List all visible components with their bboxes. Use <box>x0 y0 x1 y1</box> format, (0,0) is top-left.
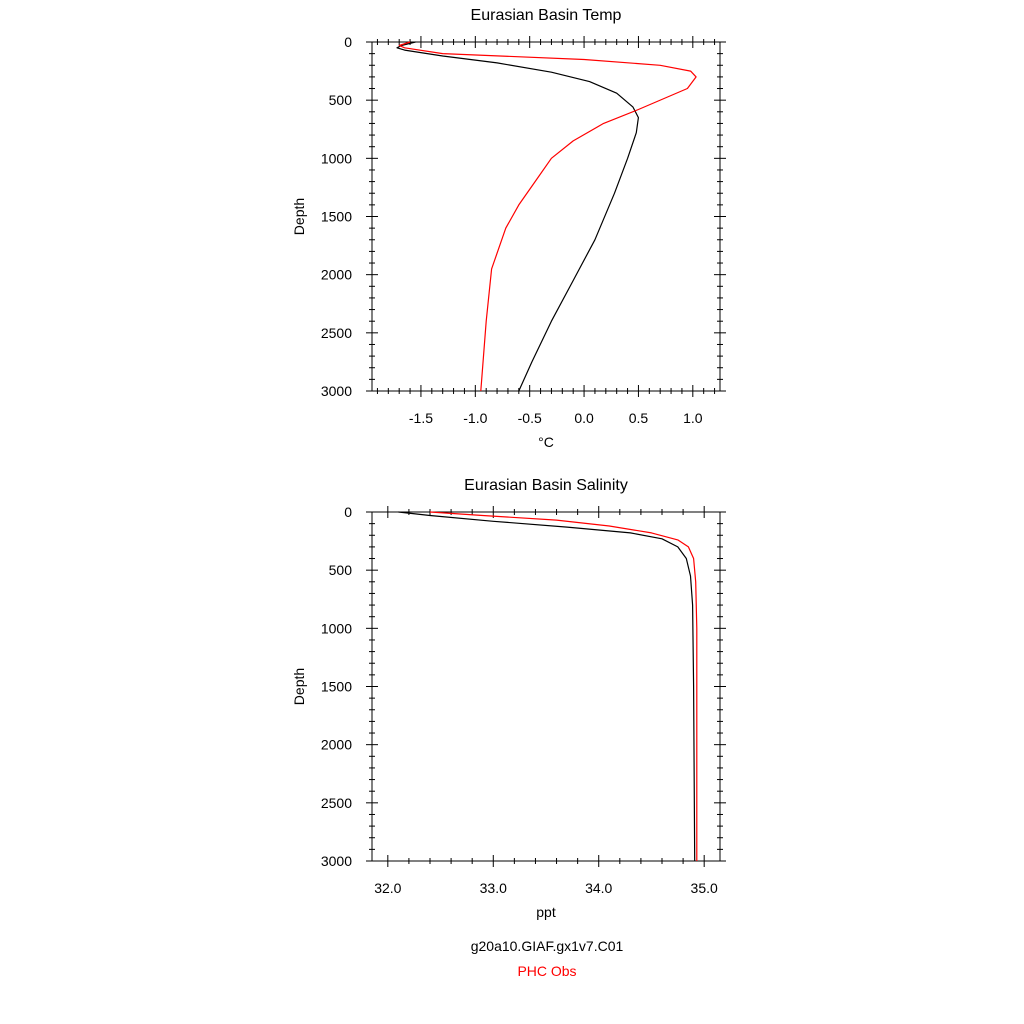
y-tick-label: 3000 <box>321 383 352 399</box>
x-tick-label: 33.0 <box>480 880 507 896</box>
y-tick-label: 1000 <box>321 620 352 636</box>
y-axis-label: Depth <box>291 198 307 235</box>
y-tick-label: 2500 <box>321 795 352 811</box>
x-tick-label: 1.0 <box>683 410 703 426</box>
y-tick-label: 0 <box>344 34 352 50</box>
x-axis-label: °C <box>538 434 554 450</box>
legend: g20a10.GIAF.gx1v7.C01 PHC Obs <box>471 938 624 979</box>
series-line-model <box>398 511 696 862</box>
salinity-panel: Eurasian Basin Salinity 0 500 1000 1500 2000 2… <box>291 477 726 920</box>
y-tick-label: 1000 <box>321 150 352 166</box>
y-tick-label: 1500 <box>321 679 352 695</box>
x-tick-label: 0.5 <box>629 410 649 426</box>
x-tick-label: 34.0 <box>585 880 612 896</box>
x-tick-label: -1.0 <box>463 410 487 426</box>
y-tick-label: 2000 <box>321 737 352 753</box>
plot-frame <box>371 511 721 862</box>
series-line-obs <box>429 511 698 861</box>
plot-frame <box>371 41 721 392</box>
y-tick-label: 2500 <box>321 325 352 341</box>
x-tick-label: 32.0 <box>374 880 401 896</box>
y-tick-label: 500 <box>329 92 353 108</box>
y-tick-label: 3000 <box>321 853 352 869</box>
y-tick-label: 1500 <box>321 209 352 225</box>
x-tick-label: -1.5 <box>409 410 433 426</box>
legend-entry-obs: PHC Obs <box>517 963 576 979</box>
chart-title: Eurasian Basin Salinity <box>464 477 628 494</box>
y-tick-label: 500 <box>329 562 353 578</box>
chart-title: Eurasian Basin Temp <box>471 7 622 24</box>
x-tick-label: 35.0 <box>691 880 718 896</box>
x-tick-label: -0.5 <box>518 410 542 426</box>
temp-panel: Eurasian Basin Temp 0 500 1000 1500 2000 2500 3… <box>291 7 726 450</box>
x-axis-label: ppt <box>536 904 556 920</box>
y-tick-label: 0 <box>344 504 352 520</box>
series-line-model <box>396 41 639 392</box>
legend-entry-model: g20a10.GIAF.gx1v7.C01 <box>471 938 624 954</box>
y-axis-label: Depth <box>291 668 307 705</box>
series-line-obs <box>398 41 697 392</box>
y-tick-label: 2000 <box>321 267 352 283</box>
x-tick-label: 0.0 <box>574 410 594 426</box>
